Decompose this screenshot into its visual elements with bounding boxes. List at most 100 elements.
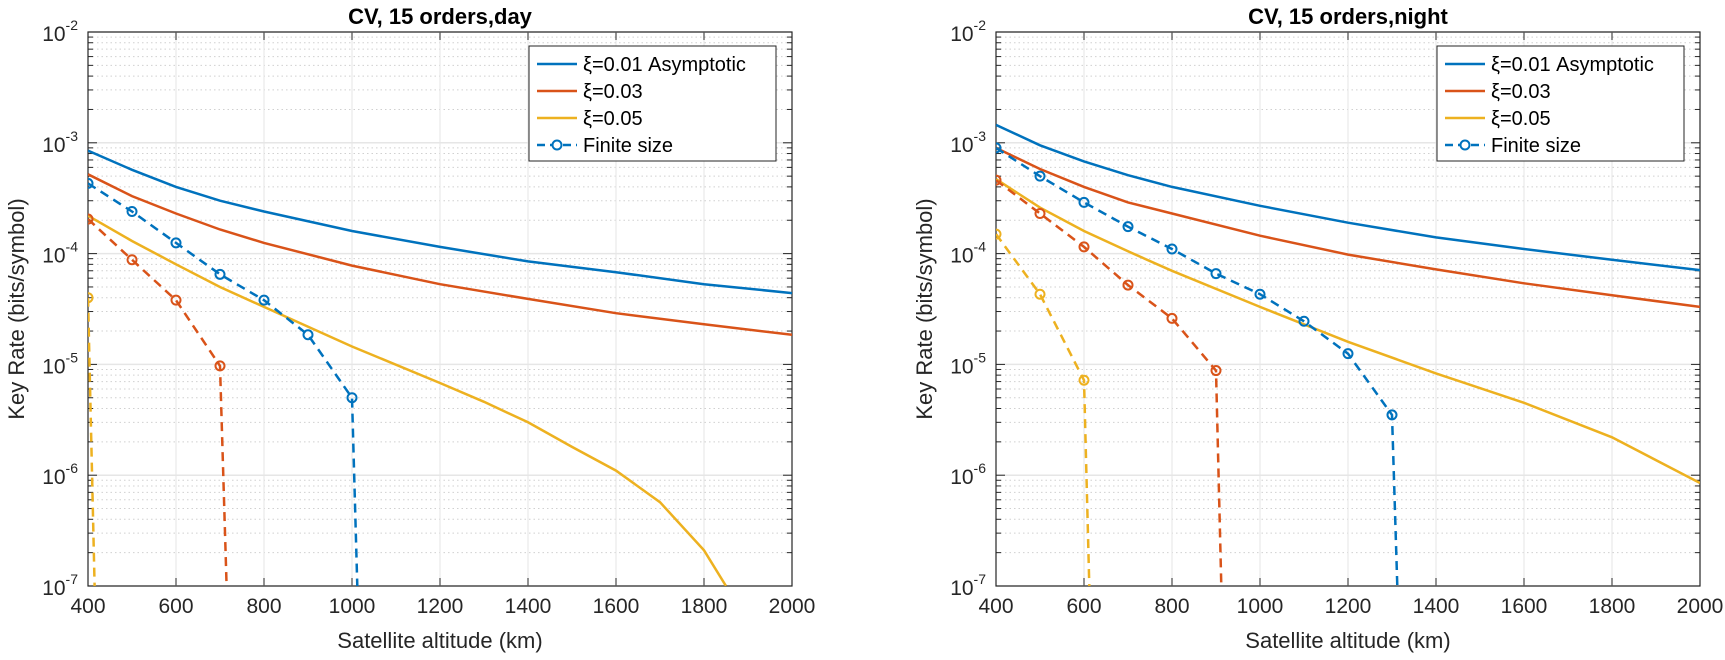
- data-point-marker: [126, 254, 138, 266]
- y-axis-label: Key Rate (bits/symbol): [912, 198, 937, 419]
- legend-entry: ξ=0.05: [583, 108, 643, 130]
- y-tick-exponent: -4: [974, 239, 987, 255]
- series-line-4: [996, 179, 1223, 586]
- data-point-marker: [88, 177, 94, 189]
- y-tick-label: 10-6: [950, 460, 986, 489]
- legend-entry: ξ=0.01 Asymptotic: [1491, 54, 1654, 76]
- chart-panel-0: 400 600 800 1000 1200 1400 1600 1800 200010-710-…: [4, 4, 815, 653]
- x-tick-label: 1600: [593, 595, 640, 618]
- data-point-marker: [88, 292, 94, 304]
- chart-panel-1: 400 600 800 1000 1200 1400 1600 1800 200010-710-…: [912, 4, 1723, 653]
- x-tick-label: 2000: [1677, 595, 1724, 618]
- y-tick-base: 10: [42, 577, 65, 600]
- x-tick-label: 400: [978, 595, 1013, 618]
- y-tick-exponent: -2: [66, 17, 79, 33]
- x-tick-label: 800: [1154, 595, 1189, 618]
- data-point-marker: [1078, 196, 1090, 208]
- x-tick-label: 1200: [1325, 595, 1372, 618]
- legend-entry: ξ=0.03: [1491, 81, 1551, 103]
- legend: ξ=0.01 Asymptotic ξ=0.03 ξ=0.05 Finite size: [1436, 45, 1685, 162]
- y-tick-label: 10-5: [42, 349, 78, 378]
- chart-title: CV, 15 orders,day: [348, 4, 533, 29]
- y-tick-exponent: -3: [974, 128, 987, 144]
- y-tick-label: 10-7: [42, 571, 78, 600]
- data-point-marker: [1210, 365, 1222, 377]
- data-point-marker: [996, 228, 1002, 240]
- series-line-0: [88, 149, 792, 295]
- series-line-3: [88, 182, 359, 586]
- x-tick-label: 600: [158, 595, 193, 618]
- x-axis-label: Satellite altitude (km): [337, 628, 542, 653]
- data-point-marker: [1078, 374, 1090, 386]
- y-tick-exponent: -3: [66, 128, 79, 144]
- series-line-1: [88, 173, 792, 337]
- y-tick-label: 10-2: [42, 17, 78, 46]
- y-tick-label: 10-7: [950, 571, 986, 600]
- data-point-marker: [1386, 409, 1398, 421]
- y-tick-exponent: -7: [66, 571, 79, 587]
- data-point-marker: [1122, 279, 1134, 291]
- y-tick-label: 10-2: [950, 17, 986, 46]
- x-tick-label: 1600: [1501, 595, 1548, 618]
- x-tick-label: 1200: [417, 595, 464, 618]
- y-tick-exponent: -2: [974, 17, 987, 33]
- y-tick-base: 10: [42, 23, 65, 46]
- legend-entry: ξ=0.05: [1491, 108, 1551, 130]
- data-point-marker: [1254, 288, 1266, 300]
- series-line-2: [88, 214, 728, 586]
- data-point-marker: [1034, 208, 1046, 220]
- y-tick-base: 10: [950, 466, 973, 489]
- series-line-5: [88, 297, 96, 586]
- axes-box: [87, 31, 793, 587]
- y-tick-exponent: -5: [974, 349, 987, 365]
- legend-entry: Finite size: [1491, 135, 1581, 157]
- x-tick-label: 800: [246, 595, 281, 618]
- data-point-marker: [1166, 312, 1178, 324]
- series-line-5: [996, 233, 1091, 586]
- data-point-marker: [302, 329, 314, 341]
- series-line-1: [996, 146, 1700, 309]
- data-point-marker: [1210, 268, 1222, 280]
- data-point-marker: [1034, 288, 1046, 300]
- x-axis-label: Satellite altitude (km): [1245, 628, 1450, 653]
- x-tick-label: 600: [1066, 595, 1101, 618]
- legend-entry: Finite size: [583, 135, 673, 157]
- data-point-marker: [214, 268, 226, 280]
- y-tick-base: 10: [950, 245, 973, 268]
- x-tick-label: 1000: [1237, 595, 1284, 618]
- y-tick-label: 10-4: [950, 239, 986, 268]
- series-group: [996, 123, 1700, 586]
- legend: ξ=0.01 Asymptotic ξ=0.03 ξ=0.05 Finite size: [528, 45, 777, 162]
- chart-title: CV, 15 orders,night: [1248, 4, 1448, 29]
- series-line-3: [996, 146, 1399, 586]
- data-point-marker: [1078, 241, 1090, 253]
- series-line-4: [88, 218, 228, 586]
- y-tick-base: 10: [42, 355, 65, 378]
- data-point-marker: [88, 213, 94, 225]
- y-tick-exponent: -4: [66, 239, 79, 255]
- data-point-marker: [1342, 348, 1354, 360]
- y-tick-label: 10-5: [950, 349, 986, 378]
- y-tick-base: 10: [42, 245, 65, 268]
- y-tick-exponent: -6: [66, 460, 79, 476]
- y-tick-exponent: -5: [66, 349, 79, 365]
- y-tick-exponent: -7: [974, 571, 987, 587]
- y-tick-base: 10: [950, 355, 973, 378]
- data-point-marker: [258, 294, 270, 306]
- y-tick-base: 10: [950, 23, 973, 46]
- x-tick-label: 1000: [329, 595, 376, 618]
- y-tick-label: 10-3: [42, 128, 78, 157]
- y-tick-label: 10-6: [42, 460, 78, 489]
- y-tick-exponent: -6: [974, 460, 987, 476]
- y-tick-base: 10: [950, 577, 973, 600]
- series-line-2: [996, 178, 1700, 485]
- legend-entry: ξ=0.01 Asymptotic: [583, 54, 746, 76]
- x-tick-label: 2000: [769, 595, 816, 618]
- series-line-0: [996, 123, 1700, 272]
- legend-marker: [551, 139, 563, 151]
- data-point-marker: [996, 142, 1002, 154]
- y-tick-label: 10-3: [950, 128, 986, 157]
- data-point-marker: [996, 174, 1002, 186]
- data-point-marker: [214, 360, 226, 372]
